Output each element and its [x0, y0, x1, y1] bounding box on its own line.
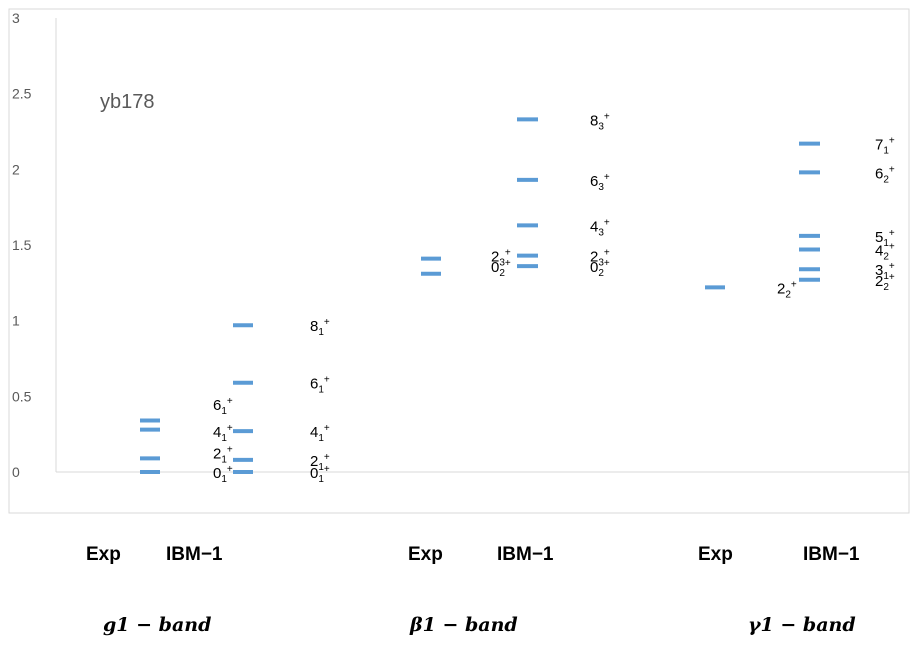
- state-label-beta1-83: 83+: [590, 111, 610, 132]
- state-label-gamma1-51: 51+: [875, 228, 895, 249]
- gamma1-ibm-label: IBM−1: [803, 544, 860, 565]
- state-label-g1-01: 01+: [310, 464, 330, 485]
- y-tick-label: 0.5: [12, 388, 32, 404]
- state-label-beta1-43: 43+: [590, 217, 610, 238]
- gamma1-band-label: γ1 − band: [748, 614, 856, 636]
- state-label-g1-21: 21+: [310, 452, 330, 473]
- state-label-gamma1-22: 22+: [875, 272, 895, 293]
- inner-label-g1-21: 21+: [213, 444, 233, 465]
- state-label-g1-81: 81+: [310, 317, 330, 338]
- inner-label-g1-01: 01+: [213, 464, 233, 485]
- state-label-beta1-02: 02+: [590, 258, 610, 279]
- y-tick-label: 0: [12, 464, 20, 480]
- beta1-exp-label: Exp: [408, 544, 443, 565]
- y-tick-label: 3: [12, 10, 20, 26]
- state-label-beta1-23: 23+: [590, 248, 610, 269]
- inner-label-g1-61: 61+: [213, 396, 233, 417]
- y-tick-labels: 0 0.5 1 1.5 2 2.5 3: [12, 10, 32, 480]
- state-label-g1-61: 61+: [310, 375, 330, 396]
- inner-label-beta1-02: 02+: [491, 258, 511, 279]
- state-label-gamma1-42: 42+: [875, 242, 895, 263]
- inner-label-beta1-23: 23+: [491, 248, 511, 269]
- g1-exp-label: Exp: [86, 544, 121, 565]
- beta1-band-label: β1 − band: [410, 614, 518, 636]
- gamma1-exp-label: Exp: [698, 544, 733, 565]
- y-tick-label: 2: [12, 161, 20, 177]
- energy-levels: [140, 117, 820, 474]
- state-label-gamma1-71: 71+: [875, 136, 895, 157]
- state-label-g1-41: 41+: [310, 423, 330, 444]
- y-tick-label: 1.5: [12, 237, 32, 253]
- state-label-beta1-63: 63+: [590, 172, 610, 193]
- y-tick-label: 1: [12, 313, 20, 329]
- state-label-gamma1-31: 31+: [875, 261, 895, 282]
- g1-band-label: g1 − band: [103, 614, 212, 636]
- inner-label-gamma1-22: 22+: [777, 279, 797, 300]
- y-tick-label: 2.5: [12, 86, 32, 102]
- beta1-ibm-label: IBM−1: [497, 544, 554, 565]
- inner-label-g1-41: 41+: [213, 423, 233, 444]
- state-label-gamma1-62: 62+: [875, 164, 895, 185]
- g1-ibm-label: IBM−1: [166, 544, 223, 565]
- plot-frame: [8, 8, 910, 514]
- state-labels: 01+21+41+61+81+02+23+43+63+83+22+31+42+5…: [213, 111, 895, 485]
- chart-title: yb178: [100, 91, 155, 113]
